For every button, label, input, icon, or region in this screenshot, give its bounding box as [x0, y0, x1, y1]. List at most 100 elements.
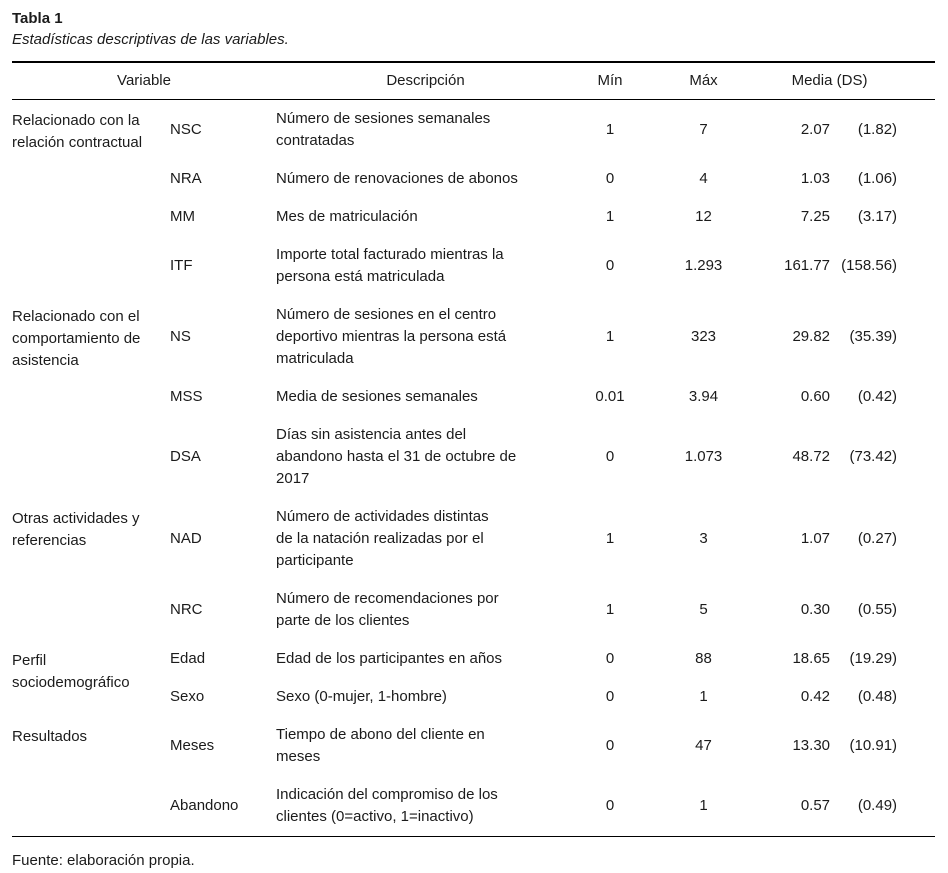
max-value: 7 — [699, 121, 708, 138]
media-value: 0.57 — [800, 797, 831, 814]
max-value: 47 — [695, 737, 712, 754]
column-header-variable: Variable — [12, 62, 277, 100]
table-caption: Estadísticas descriptivas de las variabl… — [12, 31, 289, 48]
category-group-label: Relacionado con el comportamiento de asi… — [12, 308, 141, 369]
media-value: 0.60 — [800, 388, 831, 405]
variable-description: Número de actividades distintas de la na… — [276, 508, 489, 569]
max-value: 3 — [699, 530, 708, 547]
category-group-label: Relacionado con la relación contractual — [12, 112, 143, 151]
table-row: MSS Media de sesiones semanales 0.01 3.9… — [12, 378, 935, 416]
min-value: 0 — [605, 448, 615, 465]
media-value: 161.77 — [784, 257, 831, 274]
column-header-descripcion: Descripción — [276, 62, 576, 100]
variable-abbreviation: MSS — [170, 388, 203, 405]
table-source-note: Fuente: elaboración propia. — [12, 852, 195, 869]
table-row: DSA Días sin asistencia antes del abando… — [12, 416, 935, 498]
variable-abbreviation: NSC — [170, 121, 202, 138]
max-value: 323 — [691, 328, 717, 345]
variable-abbreviation: MM — [170, 208, 195, 225]
ds-value: (19.29) — [849, 650, 898, 667]
ds-value: (0.27) — [857, 530, 898, 547]
table-row: Otras actividades y referencias NAD Númer… — [12, 498, 935, 580]
ds-value: (3.17) — [857, 208, 898, 225]
min-value: 0 — [605, 257, 615, 274]
table-row: Resultados Meses Tiempo de abono del clie… — [12, 716, 935, 776]
table-row: Relacionado con la relación contractual N… — [12, 100, 935, 161]
min-value: 1 — [605, 328, 615, 345]
media-value: 48.72 — [792, 448, 831, 465]
ds-value: (0.49) — [857, 797, 898, 814]
variable-abbreviation: Sexo — [170, 688, 205, 705]
table-row: NRC Número de recomendaciones por parte … — [12, 580, 935, 640]
variable-description: Importe total facturado mientras la pers… — [276, 246, 504, 285]
variable-abbreviation: NS — [170, 328, 191, 345]
media-value: 2.07 — [800, 121, 831, 138]
ds-value: (10.91) — [849, 737, 898, 754]
ds-value: (73.42) — [849, 448, 898, 465]
ds-value: (0.42) — [857, 388, 898, 405]
max-value: 4 — [699, 170, 708, 187]
min-value: 1 — [605, 121, 615, 138]
variable-description: Sexo (0-mujer, 1-hombre) — [276, 688, 447, 705]
media-value: 1.03 — [800, 170, 831, 187]
min-value: 0.01 — [595, 388, 625, 405]
media-value: 13.30 — [792, 737, 831, 754]
min-value: 1 — [605, 601, 615, 618]
category-group-label: Perfil sociodemográfico — [12, 652, 130, 691]
ds-value: (0.48) — [857, 688, 898, 705]
ds-value: (35.39) — [849, 328, 898, 345]
table-number-title: Tabla 1 — [12, 10, 63, 27]
table-row: Perfil sociodemográfico Edad Edad de los … — [12, 640, 935, 691]
media-value: 1.07 — [800, 530, 831, 547]
media-value: 0.30 — [800, 601, 831, 618]
column-header-min: Mín — [575, 62, 646, 100]
min-value: 0 — [605, 688, 615, 705]
max-value: 1 — [699, 688, 708, 705]
variable-description: Número de recomendaciones por parte de l… — [276, 590, 499, 629]
table-row: NRA Número de renovaciones de abonos 0 4… — [12, 160, 935, 198]
max-value: 1.293 — [684, 257, 723, 274]
table-row: Sexo Sexo (0-mujer, 1-hombre) 0 1 0.42 (… — [12, 678, 935, 716]
variable-description: Días sin asistencia antes del abandono h… — [276, 426, 517, 487]
variable-abbreviation: ITF — [170, 257, 193, 274]
descriptive-statistics-table: Variable Descripción Mín Máx Media (DS) … — [12, 61, 936, 837]
media-value: 0.42 — [800, 688, 831, 705]
ds-value: (1.82) — [857, 121, 898, 138]
table-header-row: Variable Descripción Mín Máx Media (DS) — [12, 62, 936, 100]
min-value: 0 — [605, 797, 615, 814]
variable-abbreviation: NRA — [170, 170, 202, 187]
max-value: 88 — [695, 650, 712, 667]
table-row: Abandono Indicación del compromiso de lo… — [12, 776, 935, 837]
variable-description: Mes de matriculación — [276, 208, 418, 225]
max-value: 5 — [699, 601, 708, 618]
column-header-media-ds: Media (DS) — [762, 62, 936, 100]
media-value: 29.82 — [792, 328, 831, 345]
category-group-label: Resultados — [12, 728, 88, 745]
variable-description: Indicación del compromiso de los cliente… — [276, 786, 498, 825]
max-value: 1.073 — [684, 448, 723, 465]
max-value: 3.94 — [688, 388, 719, 405]
variable-description: Número de sesiones semanales contratadas — [276, 110, 491, 149]
min-value: 0 — [605, 737, 615, 754]
table-row: ITF Importe total facturado mientras la … — [12, 236, 935, 296]
variable-abbreviation: Meses — [170, 737, 215, 754]
variable-abbreviation: Edad — [170, 650, 206, 667]
max-value: 12 — [695, 208, 712, 225]
variable-description: Número de sesiones en el centro deportiv… — [276, 306, 507, 367]
media-value: 7.25 — [800, 208, 831, 225]
ds-value: (158.56) — [841, 257, 898, 274]
variable-abbreviation: DSA — [170, 448, 201, 465]
table-row: Relacionado con el comportamiento de asi… — [12, 296, 935, 378]
variable-description: Tiempo de abono del cliente en meses — [276, 726, 485, 765]
min-value: 1 — [605, 530, 615, 547]
variable-abbreviation: NAD — [170, 530, 202, 547]
media-value: 18.65 — [792, 650, 831, 667]
ds-value: (0.55) — [857, 601, 898, 618]
variable-description: Media de sesiones semanales — [276, 388, 478, 405]
variable-abbreviation: NRC — [170, 601, 203, 618]
category-group-label: Otras actividades y referencias — [12, 510, 140, 549]
variable-description: Edad de los participantes en años — [276, 650, 503, 667]
min-value: 0 — [605, 170, 615, 187]
min-value: 0 — [605, 650, 615, 667]
